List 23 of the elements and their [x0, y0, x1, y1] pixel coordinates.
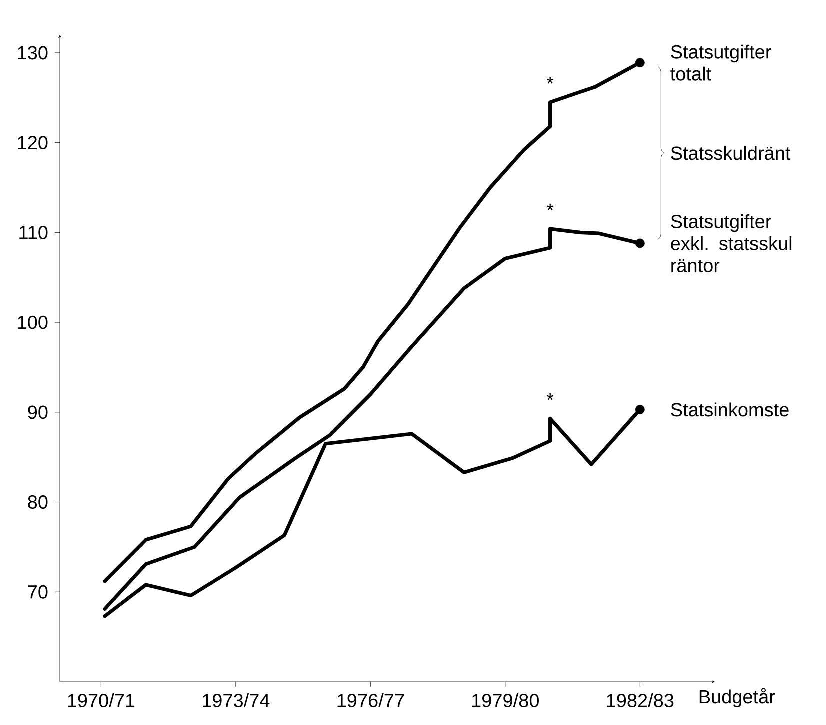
series-label: Statsutgifter totalt	[670, 44, 772, 81]
x-axis-title: Budgetår	[700, 688, 776, 708]
point	[635, 238, 645, 248]
series-label: Statsinkomste	[671, 402, 789, 417]
point	[635, 58, 645, 68]
x-tick-label: 1973/74	[203, 694, 270, 708]
y-tick-label: 100	[18, 316, 48, 330]
y-tick-label: 110	[20, 226, 48, 240]
x-tick-label: 1970/71	[68, 694, 135, 708]
y-tick-label: 120	[18, 136, 48, 150]
annotation: *	[546, 204, 554, 210]
y-tick-label: 90	[28, 406, 48, 420]
series-label: Statsutgifter exkl. statsskul räntor	[671, 214, 792, 272]
x-tick-label: 1982/83	[607, 694, 674, 708]
annotation: *	[546, 77, 554, 84]
y-tick-label: 130	[18, 46, 48, 60]
x-tick-label: 1976/77	[338, 694, 404, 708]
x-tick-label: 1979/80	[472, 694, 539, 708]
annotation: *	[546, 393, 554, 400]
annotation: Statsskuldränt	[671, 146, 791, 160]
y-tick-label: 70	[28, 585, 48, 599]
y-tick-label: 80	[28, 496, 48, 510]
point	[635, 405, 645, 414]
